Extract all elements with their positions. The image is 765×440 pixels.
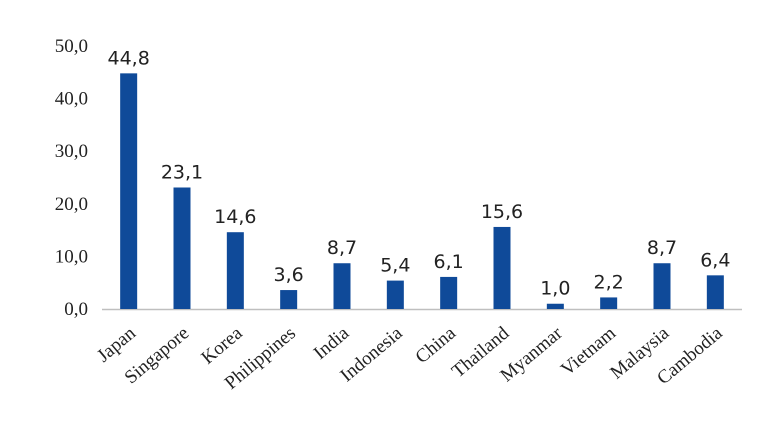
data-label: 23,1 bbox=[161, 161, 203, 183]
bar bbox=[173, 187, 191, 309]
y-tick-label: 30,0 bbox=[55, 141, 88, 162]
y-tick-label: 10,0 bbox=[55, 246, 88, 267]
bar bbox=[493, 226, 511, 309]
bar bbox=[706, 275, 724, 309]
data-label: 1,0 bbox=[540, 278, 570, 300]
data-label: 3,6 bbox=[274, 264, 304, 286]
data-label: 14,6 bbox=[214, 206, 256, 228]
data-label: 8,7 bbox=[327, 237, 357, 259]
bar bbox=[440, 276, 458, 309]
bar bbox=[546, 303, 564, 309]
bar bbox=[120, 73, 138, 310]
bars bbox=[120, 73, 724, 310]
bar bbox=[600, 297, 618, 309]
bar bbox=[333, 263, 351, 309]
bar bbox=[226, 232, 244, 309]
data-label: 44,8 bbox=[108, 47, 150, 69]
y-tick-label: 50,0 bbox=[55, 36, 88, 57]
data-label: 8,7 bbox=[647, 237, 677, 259]
y-tick-label: 0,0 bbox=[64, 299, 88, 320]
data-labels: 44,8 23,1 14,6 3,6 8,7 5,4 6,1 15,6 1,0 2,2 8,7 6,4 bbox=[108, 47, 731, 299]
data-label: 6,1 bbox=[434, 251, 464, 273]
x-tick-label: Japan bbox=[93, 322, 140, 366]
bar bbox=[280, 290, 298, 309]
data-label: 5,4 bbox=[380, 255, 410, 277]
y-tick-label: 20,0 bbox=[55, 194, 88, 215]
data-label: 15,6 bbox=[481, 201, 523, 223]
data-label: 2,2 bbox=[594, 271, 624, 293]
bar bbox=[386, 280, 404, 309]
y-axis: 0,0 10,0 20,0 30,0 40,0 50,0 bbox=[55, 36, 88, 320]
bar bbox=[653, 263, 671, 309]
y-tick-label: 40,0 bbox=[55, 89, 88, 110]
data-label: 6,4 bbox=[700, 249, 730, 271]
x-tick-label: India bbox=[310, 322, 354, 364]
